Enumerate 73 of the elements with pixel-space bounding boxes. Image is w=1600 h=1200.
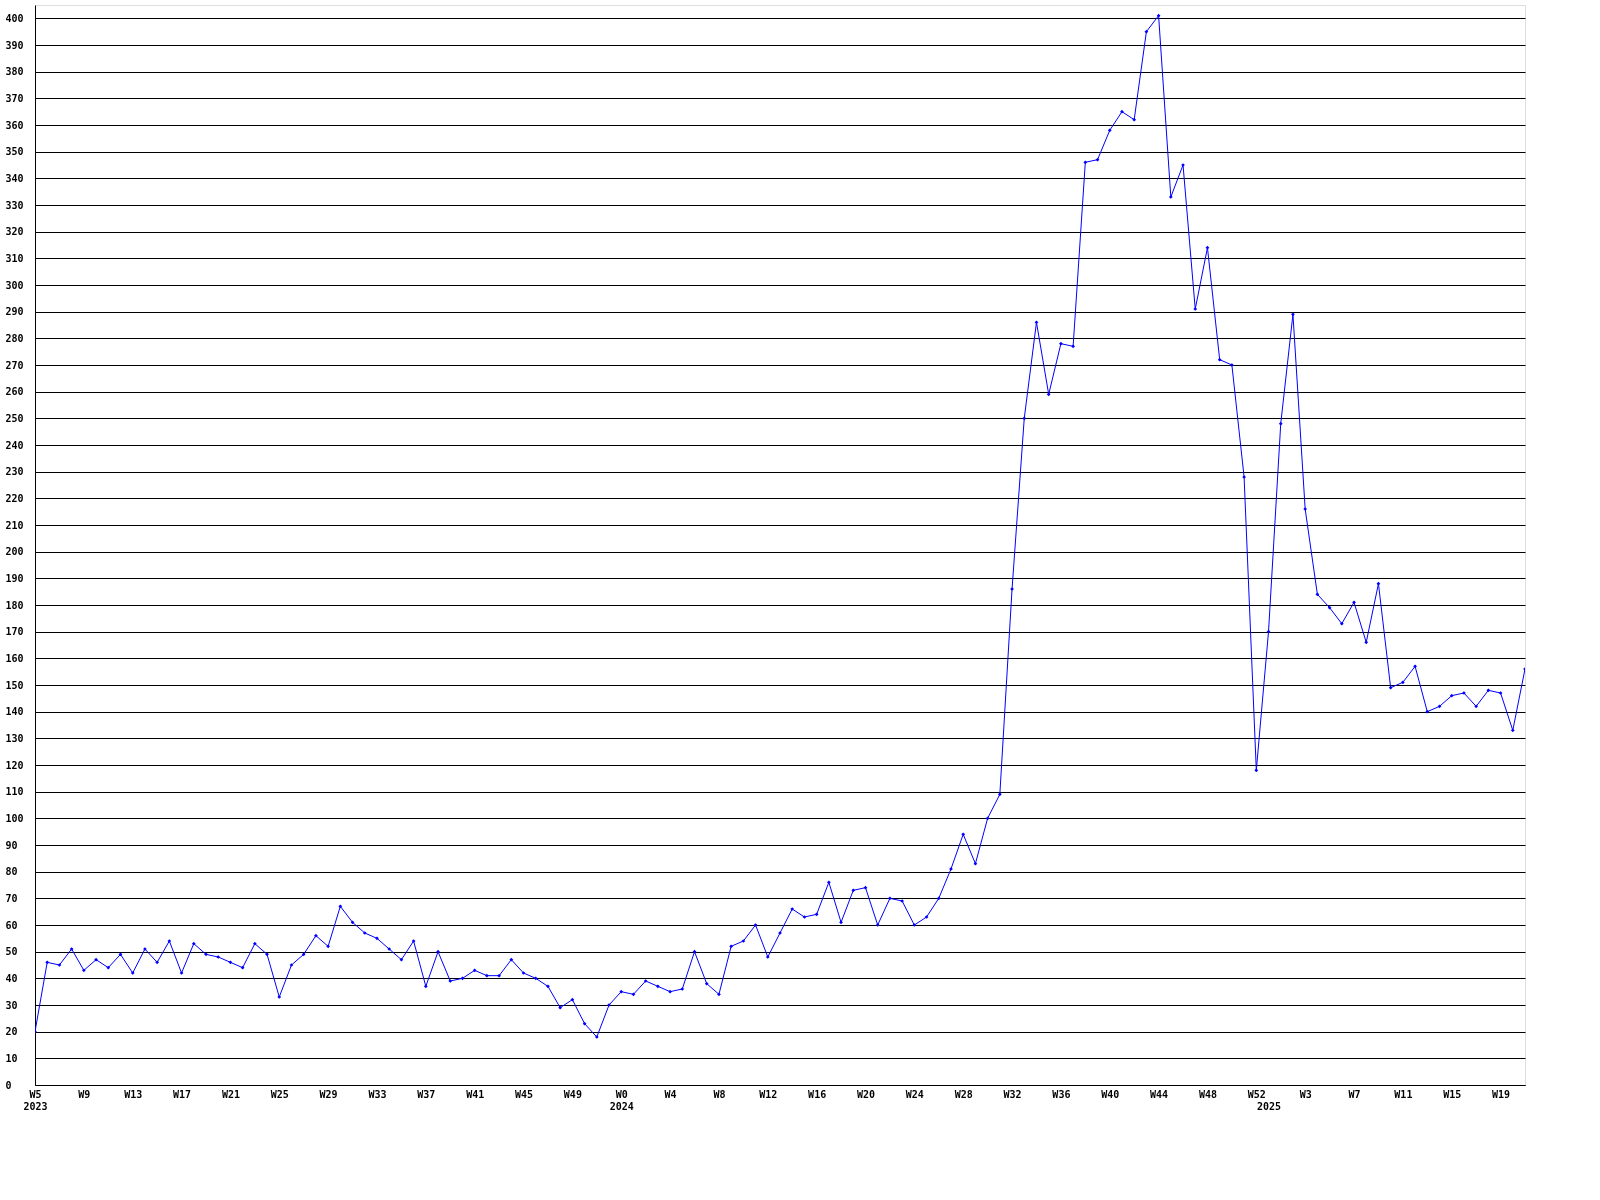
y-tick-label: 20 <box>5 1026 18 1038</box>
y-tick-label: 270 <box>5 359 24 371</box>
x-tick-label: W52 <box>1247 1088 1266 1100</box>
x-tick-label: W44 <box>1150 1088 1169 1100</box>
x-tick-label: W37 <box>417 1088 436 1100</box>
y-tick-label: 30 <box>5 999 18 1011</box>
y-tick-label: 120 <box>5 759 24 771</box>
y-tick-label: 210 <box>5 519 24 531</box>
x-tick-label: W29 <box>319 1088 338 1100</box>
x-tick-label: W49 <box>563 1088 582 1100</box>
x-tick-label: W32 <box>1003 1088 1022 1100</box>
y-tick-label: 150 <box>5 679 24 691</box>
x-tick-label: W8 <box>713 1088 726 1100</box>
y-tick-label: 240 <box>5 439 24 451</box>
x-tick-label: W15 <box>1443 1088 1462 1100</box>
y-tick-label: 50 <box>5 946 18 958</box>
x-tick-label: 2025 <box>1256 1100 1282 1112</box>
y-tick-label: 390 <box>5 39 24 51</box>
x-tick-label: W13 <box>124 1088 143 1100</box>
y-tick-label: 40 <box>5 972 18 984</box>
x-tick-label: W17 <box>173 1088 192 1100</box>
y-tick-label: 280 <box>5 332 24 344</box>
x-tick-label: W16 <box>808 1088 827 1100</box>
y-tick-label: 400 <box>5 12 24 24</box>
x-tick-label: W36 <box>1052 1088 1071 1100</box>
x-tick-label: W48 <box>1198 1088 1217 1100</box>
y-tick-label: 140 <box>5 706 24 718</box>
y-tick-label: 370 <box>5 92 24 104</box>
y-tick-label: 260 <box>5 386 24 398</box>
x-tick-label: W40 <box>1101 1088 1120 1100</box>
x-tick-label: W41 <box>466 1088 485 1100</box>
y-tick-label: 0 <box>5 1079 12 1091</box>
x-tick-label: W33 <box>368 1088 387 1100</box>
y-tick-label: 310 <box>5 252 24 264</box>
x-tick-label: W3 <box>1299 1088 1312 1100</box>
x-tick-label: W24 <box>905 1088 924 1100</box>
x-tick-label: W21 <box>221 1088 240 1100</box>
y-tick-label: 350 <box>5 146 24 158</box>
x-tick-label: W4 <box>664 1088 677 1100</box>
x-tick-label: W7 <box>1348 1088 1361 1100</box>
y-tick-label: 80 <box>5 866 18 878</box>
x-tick-label: W20 <box>856 1088 876 1100</box>
x-tick-label: W0 2024 <box>609 1088 634 1112</box>
y-tick-label: 200 <box>5 546 24 558</box>
x-tick-label: W19 <box>1492 1088 1511 1100</box>
y-tick-label: 160 <box>5 652 24 664</box>
x-tick-label: W12 <box>759 1088 778 1100</box>
y-tick-label: 110 <box>5 786 24 798</box>
y-tick-label: 10 <box>5 1052 18 1064</box>
y-tick-label: 290 <box>5 306 24 318</box>
x-tick-label: W28 <box>954 1088 973 1100</box>
y-tick-label: 130 <box>5 732 24 744</box>
y-tick-label: 180 <box>5 599 24 611</box>
x-tick-label: W25 <box>270 1088 289 1100</box>
x-tick-label: W45 <box>514 1088 534 1100</box>
y-tick-label: 360 <box>5 119 24 131</box>
y-tick-label: 230 <box>5 466 24 478</box>
y-tick-label: 190 <box>5 572 24 584</box>
y-tick-label: 70 <box>5 892 18 904</box>
y-tick-label: 220 <box>5 492 24 504</box>
x-tick-label: W9 <box>78 1088 91 1100</box>
x-tick-label: W11 <box>1394 1088 1413 1100</box>
y-tick-label: 320 <box>5 226 24 238</box>
y-tick-label: 380 <box>5 66 24 78</box>
y-tick-label: 100 <box>5 812 24 824</box>
y-tick-label: 250 <box>5 412 24 424</box>
y-tick-label: 170 <box>5 626 24 638</box>
y-tick-label: 300 <box>5 279 24 291</box>
y-tick-label: 90 <box>5 839 18 851</box>
x-tick-label: W5 2023 <box>23 1088 48 1112</box>
y-tick-label: 60 <box>5 919 18 931</box>
y-tick-label: 340 <box>5 172 24 184</box>
y-tick-label: 330 <box>5 199 24 211</box>
